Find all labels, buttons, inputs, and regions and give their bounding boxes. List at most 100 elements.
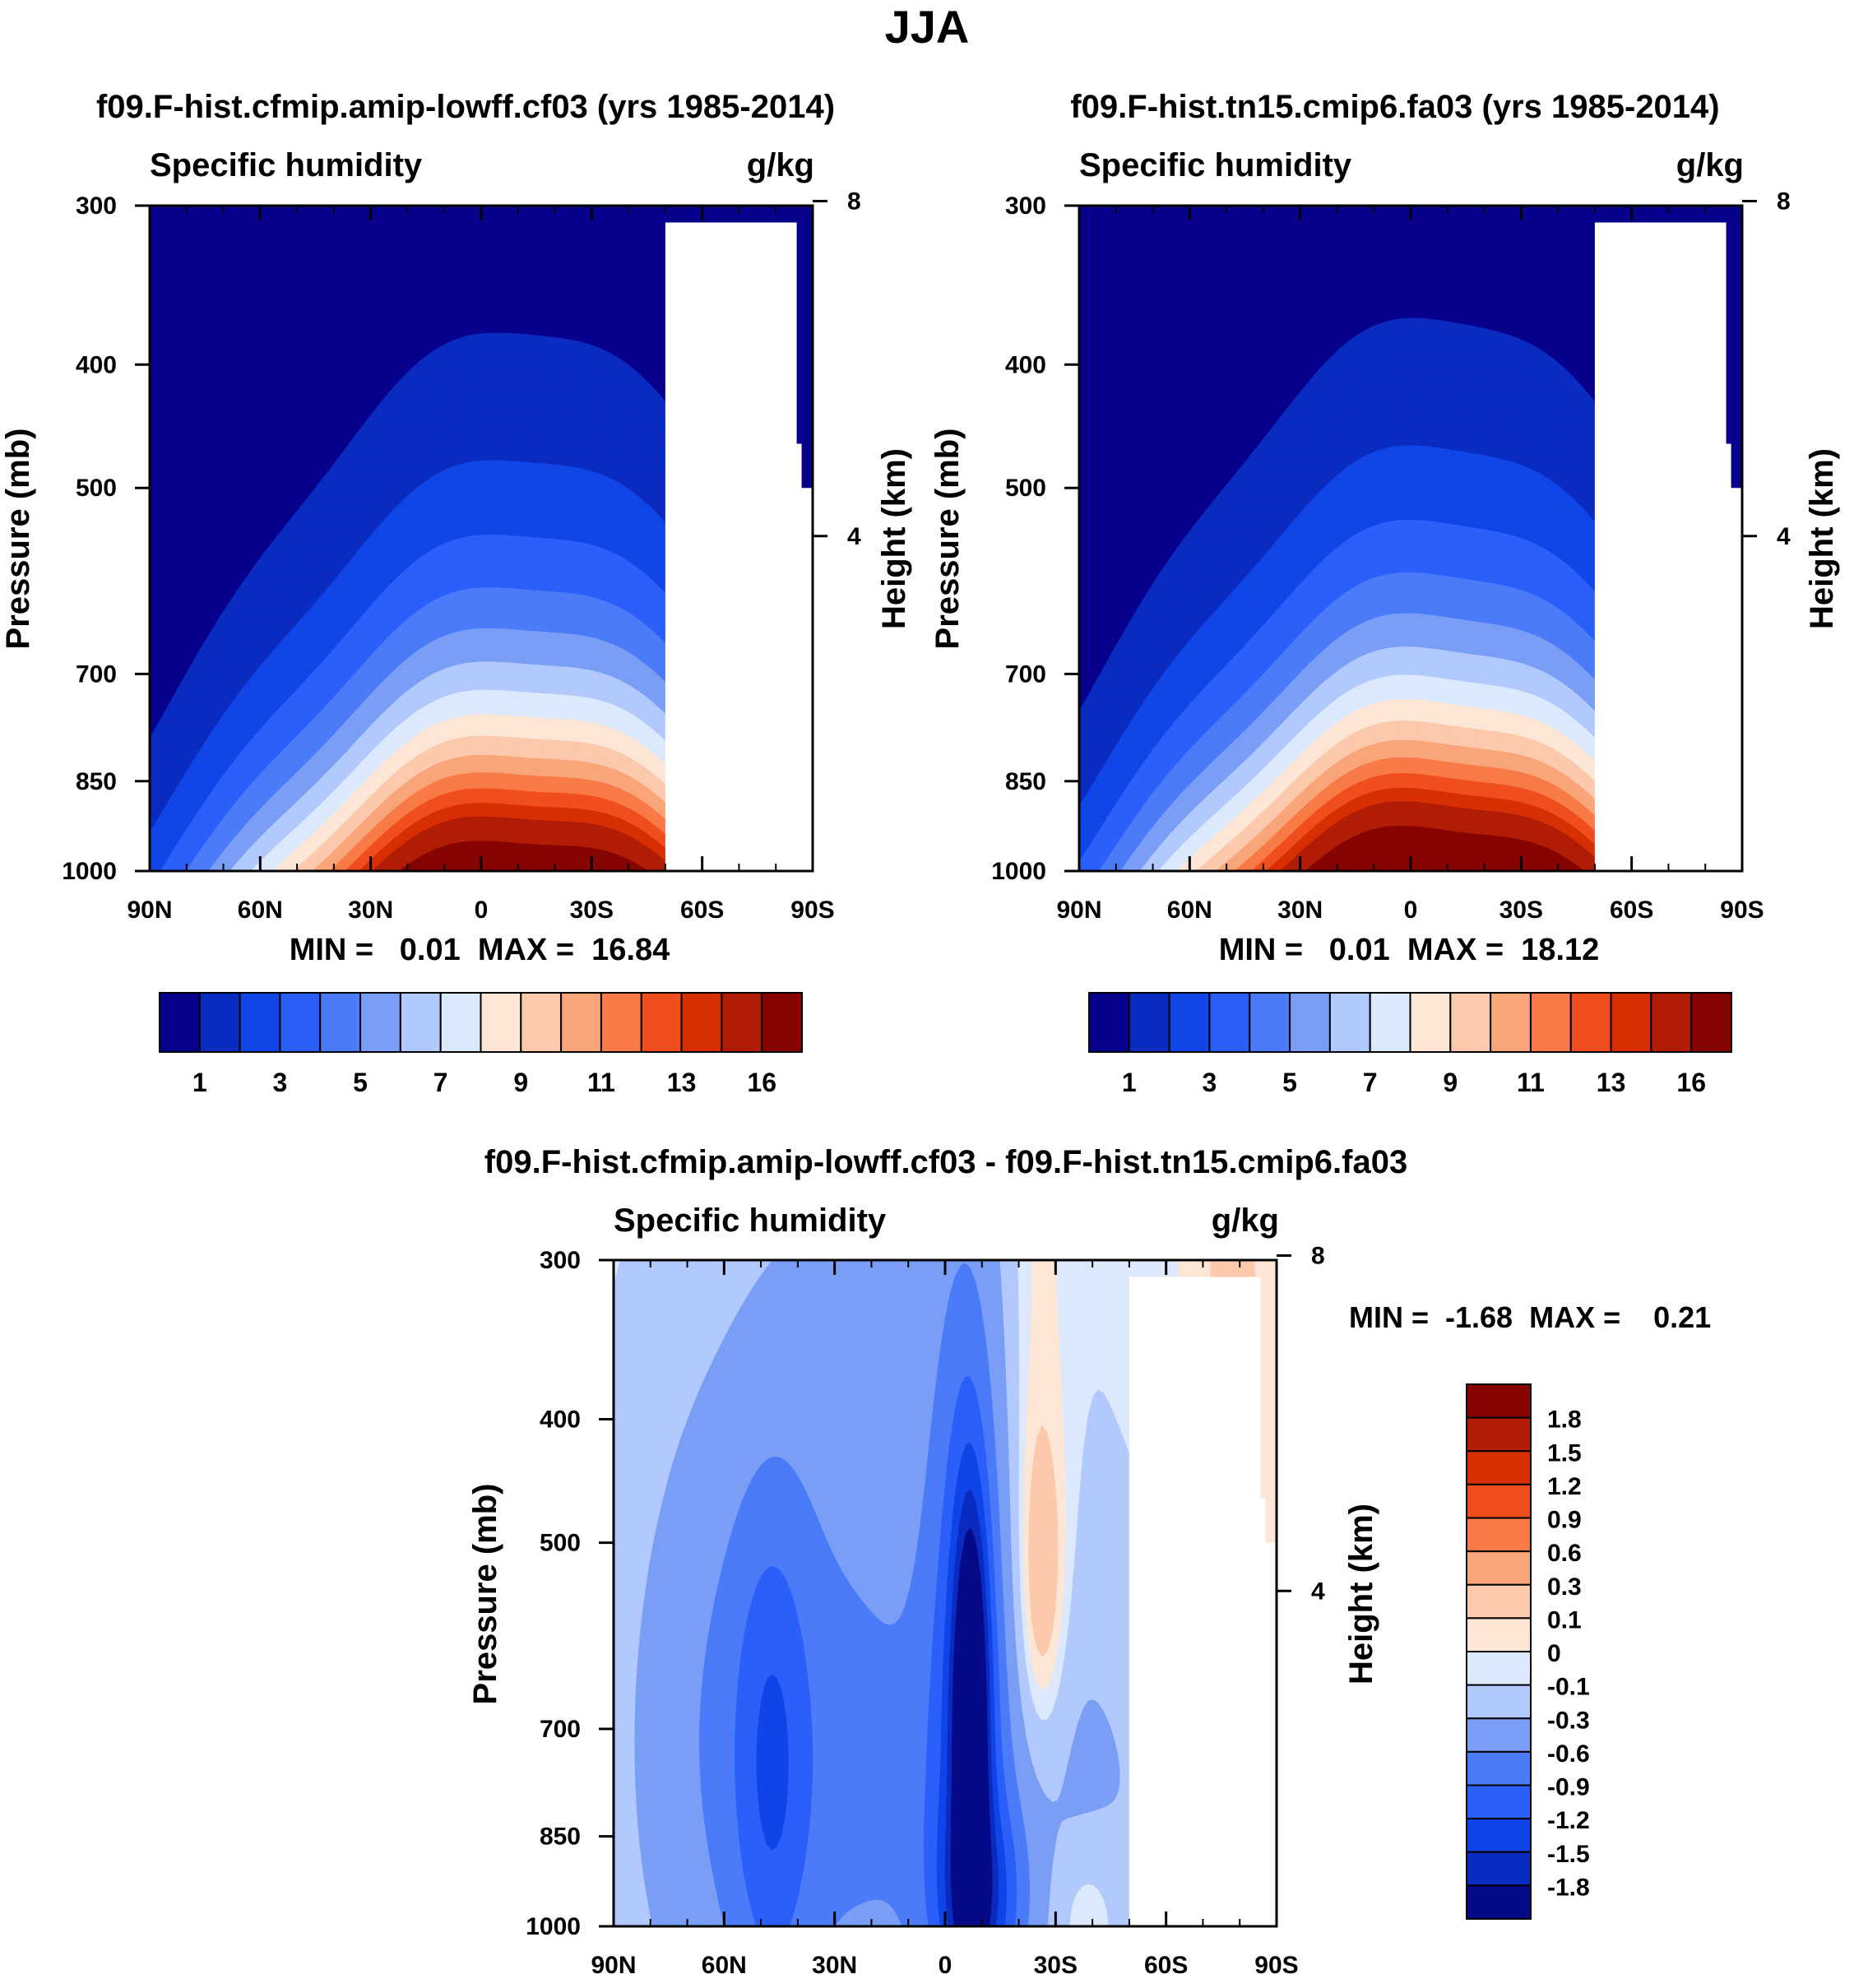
panel-control-units: g/kg [1676,147,1744,183]
x-tick-label: 60N [1167,897,1212,924]
terrain-mask [665,222,813,871]
colorbar-label: 11 [587,1068,615,1097]
panel-difference-title: f09.F-hist.cfmip.amip-lowff.cf03 - f09.F… [484,1144,1407,1180]
colorbar-box [1170,993,1210,1052]
colorbar-label: 13 [667,1068,697,1097]
colorbar-box [1450,993,1490,1052]
panel-difference-left-string: Specific humidity [614,1203,887,1239]
panel-case: f09.F-hist.cfmip.amip-lowff.cf03 (yrs 19… [0,89,912,1097]
colorbar-box [481,993,521,1052]
colorbar-box [240,993,280,1052]
colorbar-label: 1.2 [1547,1473,1582,1500]
x-tick-label: 30S [570,897,614,924]
colorbar-box [1467,1885,1531,1919]
y-tick-label: 1000 [991,858,1046,885]
y-tick-label: 850 [76,768,117,795]
y-right-tick-label: 8 [847,188,861,215]
colorbar-label: 5 [1282,1068,1297,1097]
colorbar-label: -0.3 [1547,1707,1590,1734]
x-tick-label: 30S [1034,1952,1078,1979]
colorbar-box [1467,1384,1531,1418]
y-tick-label: 1000 [526,1913,581,1940]
colorbar-box [682,993,722,1052]
x-tick-label: 60N [238,897,283,924]
y-tick-label: 700 [540,1716,581,1743]
colorbar-box [1089,993,1129,1052]
colorbar-label: 11 [1517,1068,1545,1097]
panel-difference: f09.F-hist.cfmip.amip-lowff.cf03 - f09.F… [467,1144,1711,1979]
panel-control-left-string: Specific humidity [1079,147,1352,183]
panel-case-title: f09.F-hist.cfmip.amip-lowff.cf03 (yrs 19… [96,89,835,125]
colorbar-box [1467,1518,1531,1552]
colorbar-box [1411,993,1451,1052]
x-tick-label: 30N [348,897,393,924]
colorbar-label: 0.6 [1547,1540,1582,1567]
colorbar-label: 16 [747,1068,776,1097]
colorbar-label: 3 [1203,1068,1217,1097]
colorbar-box [401,993,441,1052]
colorbar-label: 0.1 [1547,1606,1582,1633]
y-tick-label: 300 [540,1247,581,1274]
colorbar-label: 1.5 [1547,1439,1582,1467]
colorbar-box [1467,1485,1531,1518]
panel-control-ylabel-right: Height (km) [1804,448,1840,629]
colorbar-label: 0.9 [1547,1507,1582,1534]
colorbar-label: 3 [273,1068,288,1097]
colorbar-box [561,993,601,1052]
x-tick-label: 60S [1144,1952,1188,1979]
y-tick-label: 850 [540,1823,581,1851]
y-tick-label: 300 [1005,192,1046,220]
colorbar-box [1209,993,1249,1052]
colorbar-label: 13 [1597,1068,1626,1097]
x-tick-label: 0 [1404,897,1418,924]
colorbar-label: 7 [433,1068,448,1097]
colorbar-box [1467,1786,1531,1819]
y-right-tick-label: 8 [1311,1243,1325,1270]
y-right-tick-label: 4 [1311,1578,1325,1605]
x-tick-label: 60N [702,1952,747,1979]
y-tick-label: 1000 [62,858,117,885]
colorbar-box [1571,993,1611,1052]
colorbar-box [1290,993,1330,1052]
y-tick-label: 400 [1005,351,1046,378]
colorbar-box [441,993,481,1052]
panel-control-ylabel: Pressure (mb) [929,429,966,650]
colorbar-label: 1 [1122,1068,1137,1097]
colorbar-box [1490,993,1531,1052]
colorbar-label: -1.8 [1547,1874,1590,1901]
x-tick-label: 90N [591,1952,636,1979]
colorbar-label: 7 [1363,1068,1378,1097]
panel-difference-minmax: MIN = -1.68 MAX = 0.21 [1349,1300,1711,1334]
colorbar-label: 1 [192,1068,207,1097]
terrain-mask [1595,222,1742,871]
panel-difference-units: g/kg [1212,1203,1279,1239]
colorbar-box [1651,993,1691,1052]
colorbar-label: 9 [1443,1068,1458,1097]
colorbar-box [1370,993,1411,1052]
panel-case-units: g/kg [747,147,814,183]
colorbar-box [1330,993,1370,1052]
colorbar-box [762,993,802,1052]
x-tick-label: 60S [1610,897,1653,924]
colorbar-box [1467,1618,1531,1652]
y-tick-label: 700 [1005,660,1046,688]
panel-control-minmax: MIN = 0.01 MAX = 18.12 [1219,933,1600,967]
panel-case-ylabel: Pressure (mb) [0,429,36,650]
panel-difference-plot-area [614,1260,1277,1926]
colorbar-box [1467,1685,1531,1719]
colorbar-box [1467,1451,1531,1485]
terrain-mask [1129,1277,1277,1926]
y-tick-label: 400 [540,1406,581,1434]
x-tick-label: 90N [1056,897,1101,924]
colorbar-box [160,993,200,1052]
colorbar-box [1467,1852,1531,1886]
x-tick-label: 30S [1499,897,1543,924]
colorbar-label: 0.3 [1547,1573,1582,1601]
x-tick-label: 90S [1254,1952,1298,1979]
x-tick-label: 90N [127,897,172,924]
colorbar-box [1249,993,1290,1052]
x-tick-label: 90S [790,897,834,924]
x-tick-label: 60S [680,897,724,924]
colorbar-label: -0.6 [1547,1740,1590,1768]
